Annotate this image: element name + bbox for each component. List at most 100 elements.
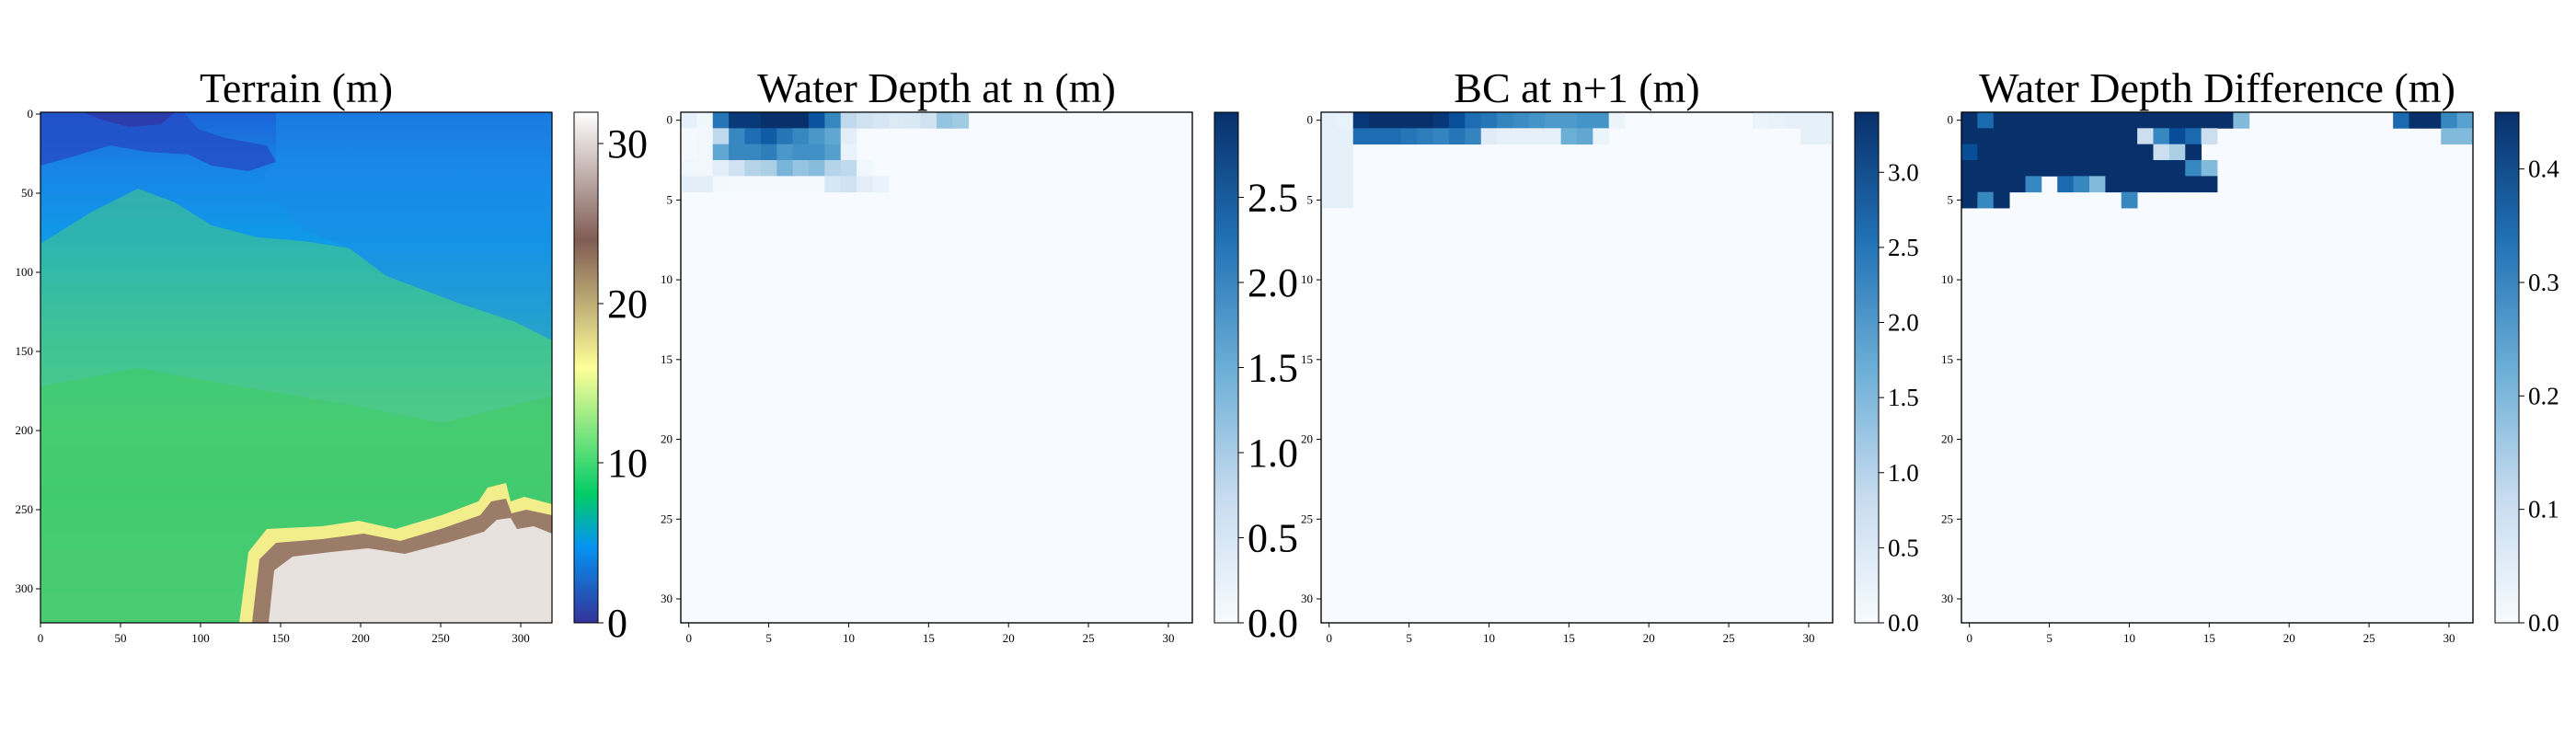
- depth-difference-cell: [2441, 112, 2458, 129]
- depth-difference-cell: [2073, 176, 2090, 193]
- bc-cell: [1352, 128, 1370, 145]
- svg-text:0.0: 0.0: [1248, 601, 1298, 646]
- panel-title-bc: BC at n+1 (m): [1454, 64, 1699, 111]
- depth-difference-cb-tick: 0.4: [2519, 155, 2559, 183]
- bc-y-ticks: 0 5 10 15 20 25 30: [1301, 113, 1321, 605]
- water-depth-cell: [681, 160, 697, 177]
- depth-difference-cell: [2201, 128, 2218, 145]
- water-depth-y-tick: 0: [667, 113, 681, 127]
- depth-difference-cell: [2009, 176, 2026, 193]
- svg-text:2.5: 2.5: [1248, 176, 1298, 221]
- water-depth-cell: [696, 176, 714, 193]
- water-depth-cell: [760, 160, 777, 177]
- depth-difference-cell: [1993, 176, 2010, 193]
- bc-cell: [1449, 112, 1466, 129]
- water-depth-cell: [824, 160, 842, 177]
- bc-cell: [1528, 128, 1546, 145]
- depth-difference-cell: [2393, 112, 2409, 129]
- depth-difference-cell: [2057, 112, 2075, 129]
- water-depth-cell: [872, 112, 890, 129]
- panel-depth-difference: Water Depth Difference (m) 0 5 10 15 20 25 30 …: [1941, 64, 2559, 645]
- depth-difference-cell: [2153, 176, 2170, 193]
- depth-difference-cell: [2233, 112, 2250, 129]
- depth-difference-cell: [2137, 128, 2154, 145]
- terrain-cb-tick: 30: [598, 121, 648, 167]
- depth-difference-cell: [2201, 112, 2218, 129]
- bc-x-tick: 20: [1643, 623, 1655, 645]
- bc-cell: [1512, 112, 1530, 129]
- depth-difference-cb-tick: 0.1: [2519, 496, 2559, 523]
- bc-cell: [1593, 128, 1610, 145]
- depth-difference-cell: [2441, 128, 2458, 145]
- water-depth-y-tick: 30: [661, 592, 681, 605]
- depth-difference-cell: [2153, 128, 2170, 145]
- water-depth-cell: [696, 160, 714, 177]
- svg-text:300: 300: [16, 581, 34, 595]
- svg-text:10: 10: [843, 631, 855, 645]
- bc-cell: [1512, 128, 1530, 145]
- svg-text:25: 25: [1083, 631, 1095, 645]
- water-depth-cells: [681, 112, 970, 193]
- bc-cb-tick: 1.0: [1879, 459, 1919, 487]
- depth-difference-cell: [2057, 128, 2075, 145]
- svg-text:5: 5: [1307, 192, 1314, 206]
- svg-text:10: 10: [1483, 631, 1495, 645]
- svg-text:25: 25: [1301, 512, 1313, 525]
- depth-difference-cell: [2217, 112, 2234, 129]
- svg-text:15: 15: [2203, 631, 2215, 645]
- bc-y-tick: 15: [1301, 352, 1321, 366]
- terrain-y-tick: 0: [28, 107, 40, 121]
- water-depth-cell: [809, 144, 825, 161]
- svg-text:30: 30: [1802, 631, 1814, 645]
- svg-text:0: 0: [607, 601, 627, 646]
- bc-cells: [1321, 112, 1834, 209]
- depth-difference-y-tick: 20: [1941, 432, 1961, 446]
- water-depth-cb-tick: 1.5: [1238, 346, 1298, 391]
- bc-cb-tick: 2.5: [1879, 234, 1919, 261]
- bc-cell: [1337, 176, 1354, 193]
- svg-text:0: 0: [1307, 113, 1314, 127]
- depth-difference-x-tick: 5: [2046, 623, 2053, 645]
- svg-text:30: 30: [1941, 592, 1953, 605]
- terrain-x-tick: 300: [512, 623, 530, 645]
- depth-difference-x-tick: 30: [2443, 623, 2455, 645]
- svg-text:2.5: 2.5: [1888, 234, 1919, 261]
- terrain-y-tick: 200: [16, 423, 40, 437]
- bc-cell: [1432, 112, 1450, 129]
- depth-difference-cell: [2185, 176, 2202, 193]
- depth-difference-cell: [2025, 112, 2042, 129]
- depth-difference-cell: [2137, 176, 2154, 193]
- terrain-x-tick: 200: [351, 623, 370, 645]
- svg-text:25: 25: [2363, 631, 2375, 645]
- water-depth-cell: [840, 144, 857, 161]
- depth-difference-cell: [2105, 128, 2122, 145]
- svg-text:20: 20: [1301, 432, 1313, 446]
- terrain-y-ticks: 0 50 100 150 200 250 300: [16, 107, 40, 595]
- water-depth-x-tick: 15: [923, 623, 935, 645]
- depth-difference-cell: [2009, 128, 2026, 145]
- depth-difference-cell: [2456, 128, 2474, 145]
- depth-difference-cell: [2137, 112, 2154, 129]
- bc-x-tick: 15: [1563, 623, 1575, 645]
- water-depth-y-tick: 10: [661, 272, 681, 286]
- svg-text:200: 200: [16, 423, 34, 437]
- depth-difference-cell: [2137, 160, 2154, 177]
- svg-text:15: 15: [923, 631, 935, 645]
- svg-text:20: 20: [1643, 631, 1655, 645]
- panel-water-depth: Water Depth at n (m) 0 5 10 15 20 25 30 0 5 10 15…: [661, 64, 1298, 646]
- bc-x-tick: 30: [1802, 623, 1814, 645]
- bc-cell: [1400, 112, 1418, 129]
- svg-text:20: 20: [1003, 631, 1015, 645]
- water-depth-x-tick: 0: [685, 623, 692, 645]
- svg-text:10: 10: [2123, 631, 2135, 645]
- water-depth-cb-tick: 2.5: [1238, 176, 1298, 221]
- bc-cell: [1497, 128, 1513, 145]
- depth-difference-cell: [2168, 128, 2186, 145]
- terrain-cb-tick: 0: [598, 601, 627, 646]
- depth-difference-cell: [2168, 144, 2186, 161]
- svg-text:25: 25: [661, 512, 673, 525]
- svg-text:0.3: 0.3: [2528, 269, 2559, 296]
- bc-cell: [1608, 112, 1626, 129]
- svg-text:20: 20: [1941, 432, 1953, 446]
